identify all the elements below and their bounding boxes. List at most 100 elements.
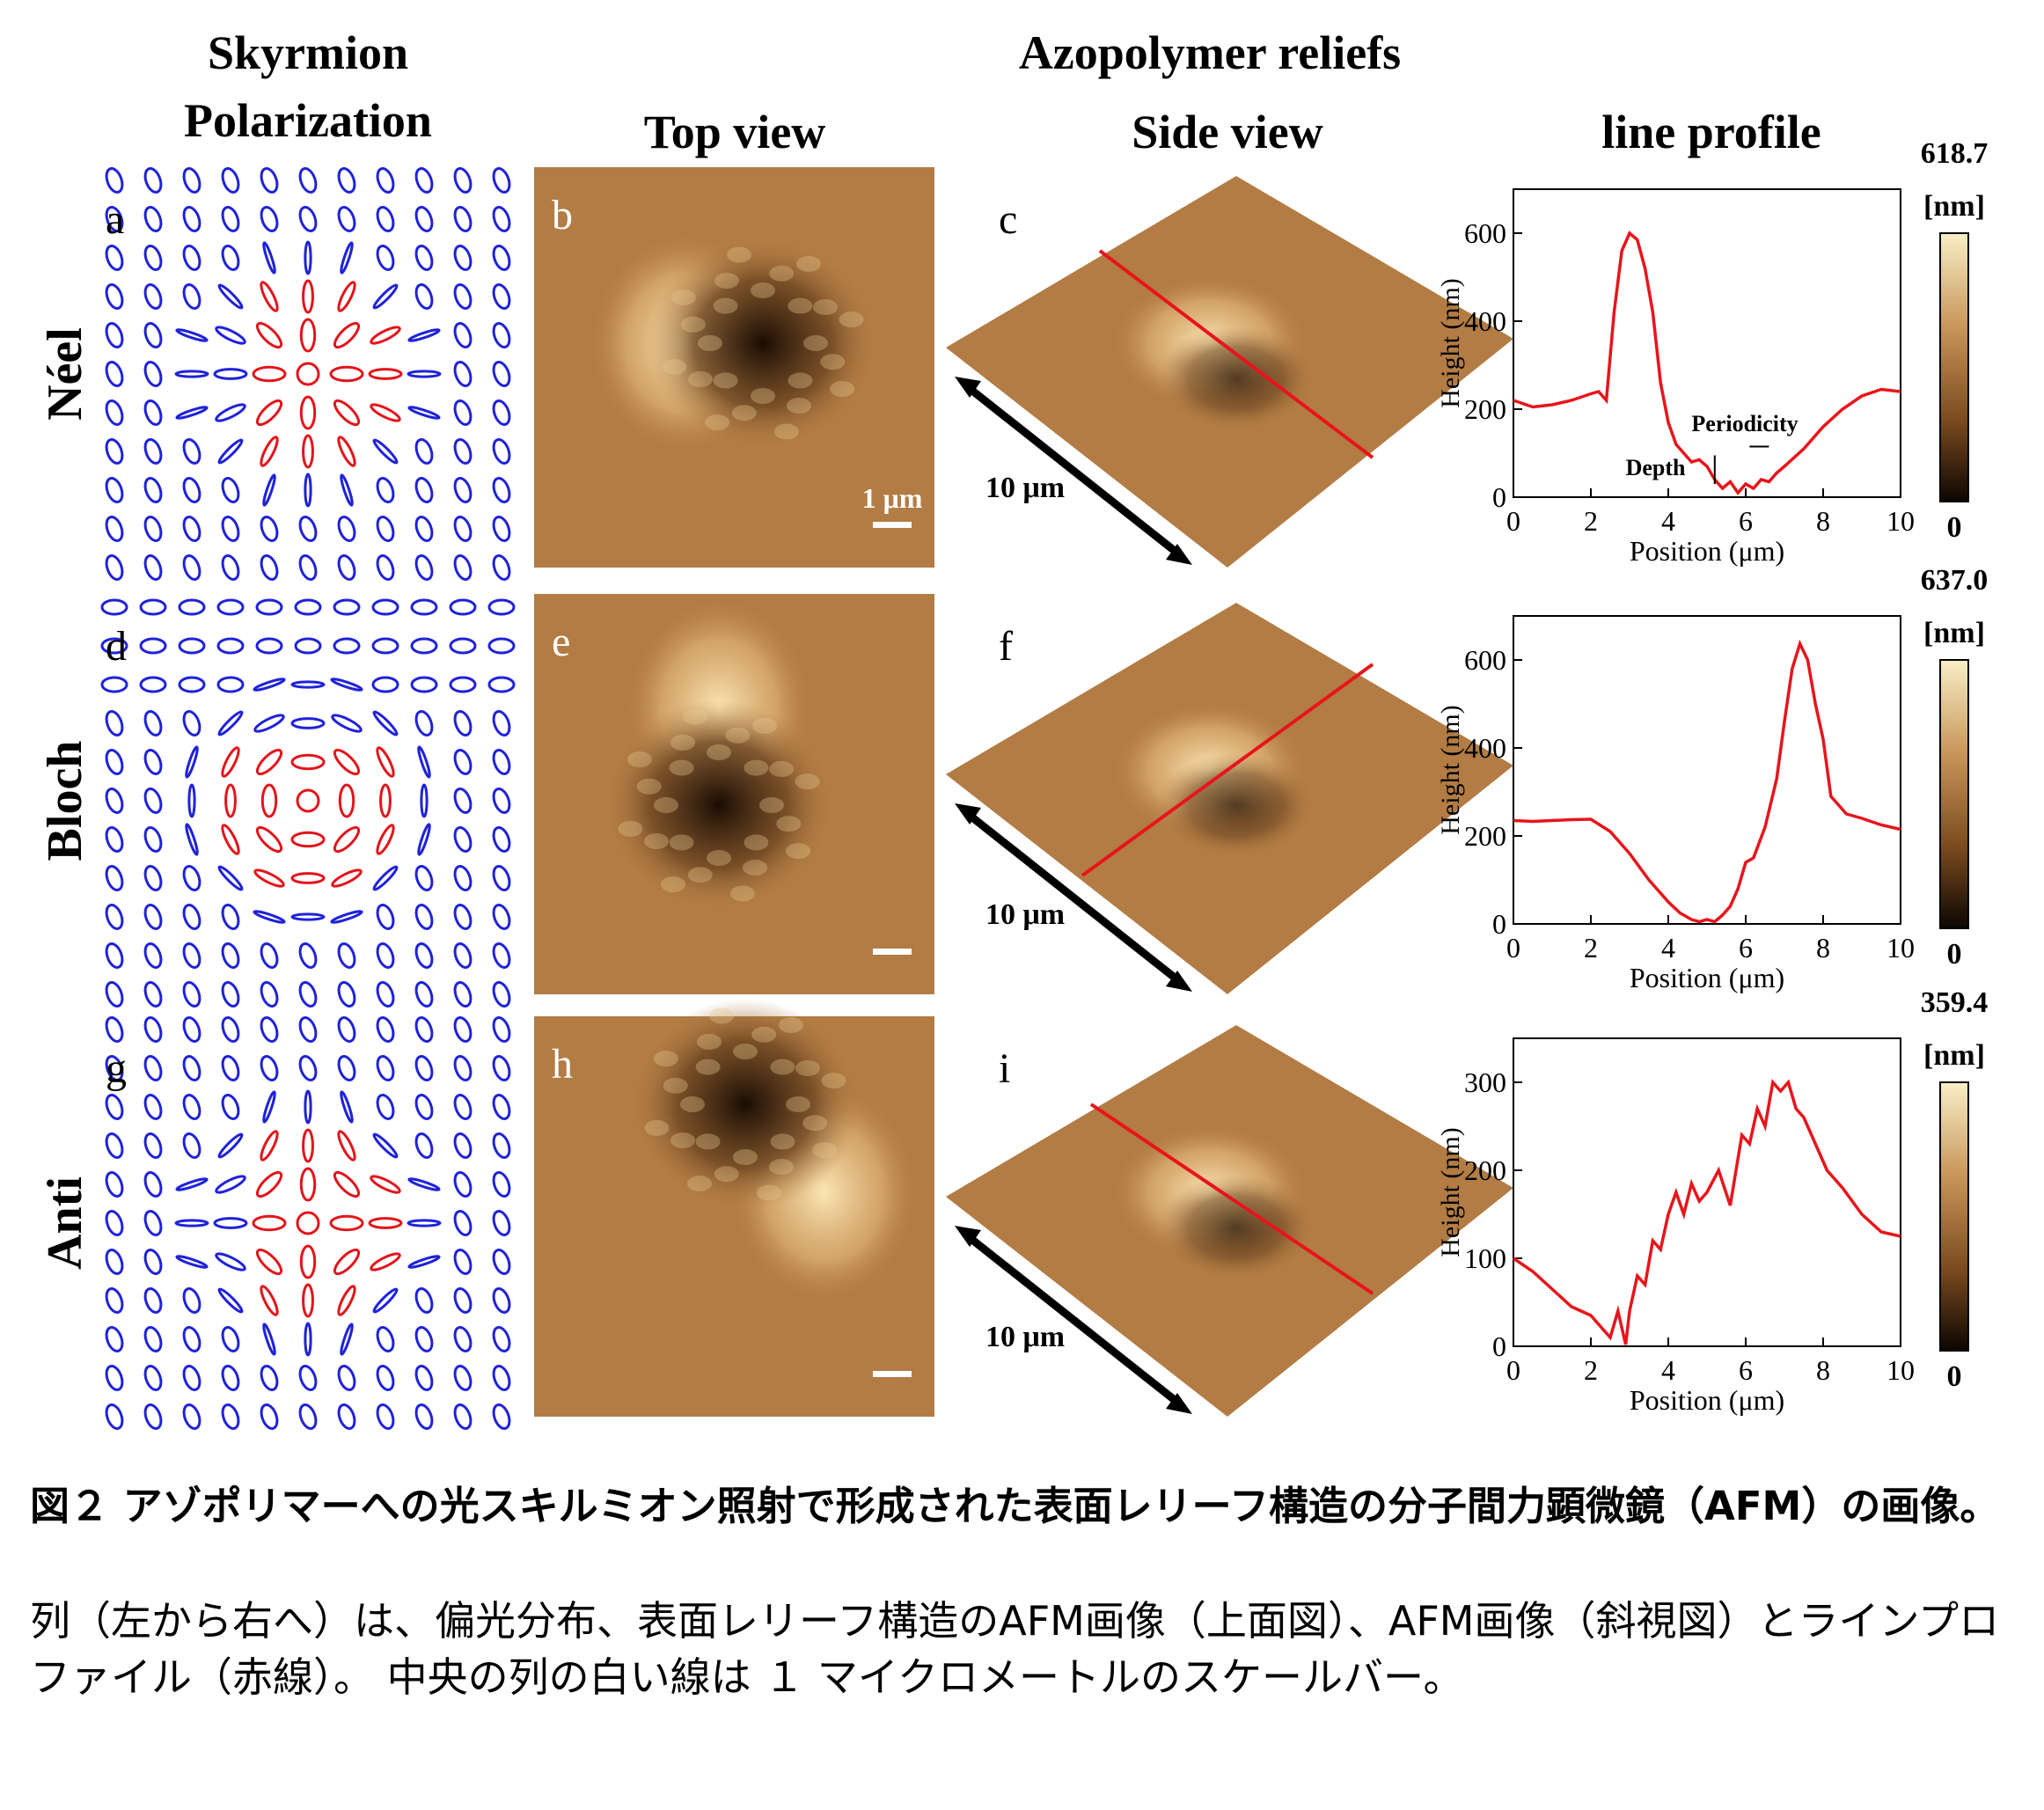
- polarization-ellipse: [299, 318, 317, 353]
- polarization-ellipse: [143, 1403, 163, 1430]
- colorbar-min: 0: [1947, 1360, 1962, 1393]
- panel-letter: d: [106, 623, 127, 670]
- polarization-ellipse: [296, 362, 320, 386]
- polarization-ellipse: [417, 745, 431, 779]
- polarization-ellipse: [139, 676, 167, 693]
- y-tick-label: 100: [1464, 1242, 1506, 1274]
- afm-ripple: [727, 246, 752, 263]
- polarization-ellipse: [379, 783, 392, 818]
- polarization-ellipse: [260, 516, 279, 542]
- polarization-ellipse: [410, 637, 438, 655]
- x-tick-label: 2: [1584, 1354, 1598, 1386]
- polarization-ellipse: [329, 1214, 364, 1232]
- polarization-ellipse: [492, 554, 511, 581]
- y-tick-label: 0: [1492, 481, 1506, 513]
- colorbar: 637.0 [nm] 0: [1921, 564, 1989, 971]
- polarization-ellipse: [105, 167, 124, 194]
- polarization-ellipse: [143, 438, 163, 465]
- polarization-ellipse: [376, 206, 395, 232]
- colorbar-gradient: [1939, 659, 1969, 929]
- x-tick-label: 0: [1506, 1354, 1520, 1386]
- colorbar-min: 0: [1947, 511, 1962, 544]
- polarization-ellipse: [407, 328, 441, 342]
- y-tick-label: 200: [1464, 820, 1506, 852]
- polarization-ellipse: [487, 598, 516, 616]
- polarization-ellipse: [215, 1175, 246, 1194]
- polarization-ellipse: [260, 206, 279, 232]
- polarization-ellipse: [213, 1217, 248, 1229]
- polarization-ellipse: [492, 1287, 511, 1314]
- header-polarization: Polarization: [184, 94, 432, 147]
- polarization-ellipse: [492, 981, 511, 1008]
- polarization-ellipse: [221, 516, 240, 542]
- polarization-ellipse: [143, 1171, 163, 1198]
- polarization-ellipse: [453, 1132, 473, 1159]
- x-tick-label: 0: [1506, 505, 1520, 537]
- polarization-ellipse: [105, 749, 124, 775]
- polarization-ellipse: [143, 1055, 163, 1081]
- afm-ripple: [714, 273, 739, 289]
- polarization-ellipse: [453, 477, 473, 503]
- afm-ripple: [697, 1034, 722, 1050]
- polarization-ellipse: [298, 206, 318, 232]
- polarization-ellipse: [340, 241, 354, 275]
- afm-ripple: [680, 316, 706, 333]
- polarization-ellipse: [492, 399, 511, 426]
- scale-arrow: [965, 1233, 1182, 1407]
- polarization-ellipse: [290, 912, 326, 921]
- scale-arrow-head: [955, 1226, 981, 1247]
- polarization-ellipse: [221, 824, 240, 855]
- colorbar-max: 637.0: [1921, 564, 1989, 597]
- polarization-ellipse: [298, 1365, 318, 1391]
- afm-ripple: [786, 1096, 810, 1112]
- polarization-ellipse: [333, 321, 361, 349]
- polarization-ellipse: [298, 1016, 318, 1043]
- polarization-ellipse: [260, 1403, 279, 1430]
- polarization-ellipse: [105, 1249, 124, 1275]
- polarization-ellipse: [492, 1094, 511, 1120]
- polarization-ellipse: [414, 477, 434, 503]
- polarization-ellipse: [376, 245, 395, 271]
- scale-bar: [873, 1371, 912, 1377]
- polarization-ellipse: [253, 868, 285, 888]
- scale-arrow: [965, 384, 1182, 558]
- polarization-ellipse: [105, 1403, 124, 1430]
- profile-series-line: [1513, 1079, 1901, 1345]
- polarization-ellipse: [338, 783, 355, 818]
- afm-dip: [1157, 1175, 1315, 1280]
- polarization-ellipse: [105, 826, 124, 853]
- side-view-image: [946, 176, 1513, 568]
- polarization-ellipse: [453, 826, 473, 853]
- polarization-ellipse: [298, 516, 318, 542]
- polarization-ellipse: [492, 283, 511, 310]
- afm-ripple: [688, 371, 713, 387]
- polarization-ellipse: [253, 714, 285, 733]
- polarization-ellipse: [453, 904, 473, 930]
- polarization-ellipse: [143, 1132, 163, 1159]
- side-view-image: [946, 603, 1513, 994]
- polarization-ellipse: [304, 1322, 312, 1357]
- polarization-ellipse: [337, 1403, 356, 1430]
- afm-ripple: [644, 1119, 670, 1136]
- polarization-ellipse: [260, 942, 279, 969]
- polarization-ellipse: [216, 637, 245, 655]
- polarization-ellipse: [492, 1326, 511, 1352]
- polarization-ellipse: [182, 516, 201, 542]
- polarization-ellipse: [298, 981, 318, 1008]
- polarization-ellipse: [143, 1287, 163, 1314]
- polarization-ellipse: [372, 438, 399, 465]
- afm-ripple: [795, 773, 820, 790]
- polarization-ellipse: [182, 438, 201, 465]
- polarization-ellipse: [453, 1287, 473, 1314]
- polarization-ellipse: [105, 710, 124, 736]
- polarization-ellipse: [182, 477, 201, 503]
- polarization-ellipse: [143, 826, 163, 853]
- polarization-ellipse: [372, 710, 399, 736]
- top-view-image: [534, 594, 934, 994]
- x-tick-label: 10: [1886, 932, 1915, 964]
- polarization-ellipse: [182, 1403, 201, 1430]
- polarization-ellipse: [221, 206, 240, 232]
- polarization-ellipse: [217, 865, 244, 891]
- polarization-ellipse: [414, 1287, 434, 1314]
- side-view-image: [946, 1025, 1513, 1417]
